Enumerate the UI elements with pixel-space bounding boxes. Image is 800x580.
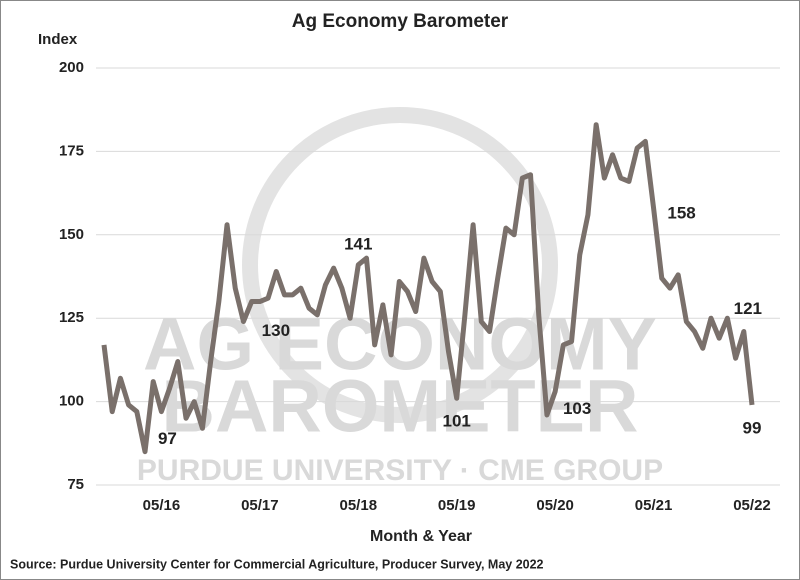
data-label: 158 bbox=[667, 204, 695, 223]
watermark: AG ECONOMY BAROMETER PURDUE UNIVERSITY ·… bbox=[137, 107, 663, 487]
x-tick-label: 05/17 bbox=[241, 497, 279, 514]
x-tick-label: 05/18 bbox=[340, 497, 378, 514]
data-label: 130 bbox=[262, 321, 290, 340]
x-tick-label: 05/20 bbox=[536, 497, 574, 514]
y-tick-label: 75 bbox=[67, 476, 84, 493]
x-axis-label: Month & Year bbox=[370, 528, 472, 545]
source-note: Source: Purdue University Center for Com… bbox=[10, 557, 544, 571]
data-label: 101 bbox=[443, 412, 471, 431]
x-tick-label: 05/22 bbox=[733, 497, 771, 514]
y-tick-label: 150 bbox=[59, 226, 84, 243]
y-tick-label: 200 bbox=[59, 59, 84, 76]
y-axis-label: Index bbox=[38, 31, 78, 48]
y-tick-label: 100 bbox=[59, 393, 84, 410]
watermark-gauge bbox=[242, 107, 558, 423]
data-label: 99 bbox=[743, 418, 762, 437]
y-tick-label: 175 bbox=[59, 142, 84, 159]
watermark-text: PURDUE UNIVERSITY · CME GROUP bbox=[137, 454, 663, 487]
data-label: 97 bbox=[158, 429, 177, 448]
x-tick-label: 05/21 bbox=[635, 497, 673, 514]
data-label: 121 bbox=[734, 299, 762, 318]
x-tick-label: 05/19 bbox=[438, 497, 476, 514]
data-line bbox=[101, 122, 755, 455]
chart-title: Ag Economy Barometer bbox=[292, 11, 509, 32]
data-label: 103 bbox=[563, 399, 591, 418]
y-tick-label: 125 bbox=[59, 309, 84, 326]
x-tick-label: 05/16 bbox=[143, 497, 181, 514]
data-label: 141 bbox=[344, 234, 372, 253]
